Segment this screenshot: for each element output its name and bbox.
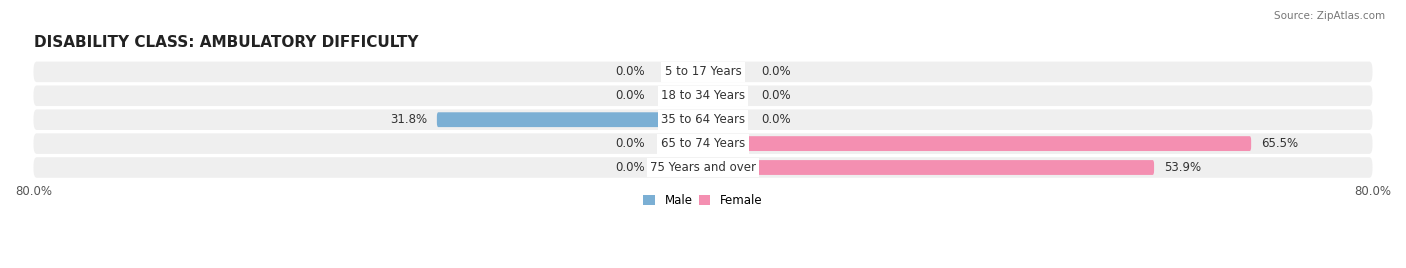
FancyBboxPatch shape [682,88,703,103]
FancyBboxPatch shape [34,85,1372,106]
Text: 0.0%: 0.0% [614,89,644,102]
Text: 53.9%: 53.9% [1164,161,1201,174]
Text: 18 to 34 Years: 18 to 34 Years [661,89,745,102]
FancyBboxPatch shape [34,109,1372,130]
FancyBboxPatch shape [703,88,724,103]
FancyBboxPatch shape [34,62,1372,82]
FancyBboxPatch shape [703,160,1154,175]
Text: 31.8%: 31.8% [389,113,427,126]
Text: 0.0%: 0.0% [614,137,644,150]
FancyBboxPatch shape [703,136,1251,151]
FancyBboxPatch shape [437,112,703,127]
Text: DISABILITY CLASS: AMBULATORY DIFFICULTY: DISABILITY CLASS: AMBULATORY DIFFICULTY [34,35,418,50]
FancyBboxPatch shape [34,157,1372,178]
Text: 35 to 64 Years: 35 to 64 Years [661,113,745,126]
FancyBboxPatch shape [703,112,724,127]
Text: 65.5%: 65.5% [1261,137,1298,150]
Text: 0.0%: 0.0% [614,65,644,78]
FancyBboxPatch shape [682,160,703,175]
Text: 0.0%: 0.0% [762,113,792,126]
FancyBboxPatch shape [682,136,703,151]
Text: Source: ZipAtlas.com: Source: ZipAtlas.com [1274,11,1385,21]
FancyBboxPatch shape [703,64,724,79]
Text: 65 to 74 Years: 65 to 74 Years [661,137,745,150]
Text: 0.0%: 0.0% [762,89,792,102]
Text: 75 Years and over: 75 Years and over [650,161,756,174]
Legend: Male, Female: Male, Female [638,189,768,212]
Text: 5 to 17 Years: 5 to 17 Years [665,65,741,78]
Text: 0.0%: 0.0% [762,65,792,78]
Text: 0.0%: 0.0% [614,161,644,174]
FancyBboxPatch shape [34,133,1372,154]
FancyBboxPatch shape [682,64,703,79]
